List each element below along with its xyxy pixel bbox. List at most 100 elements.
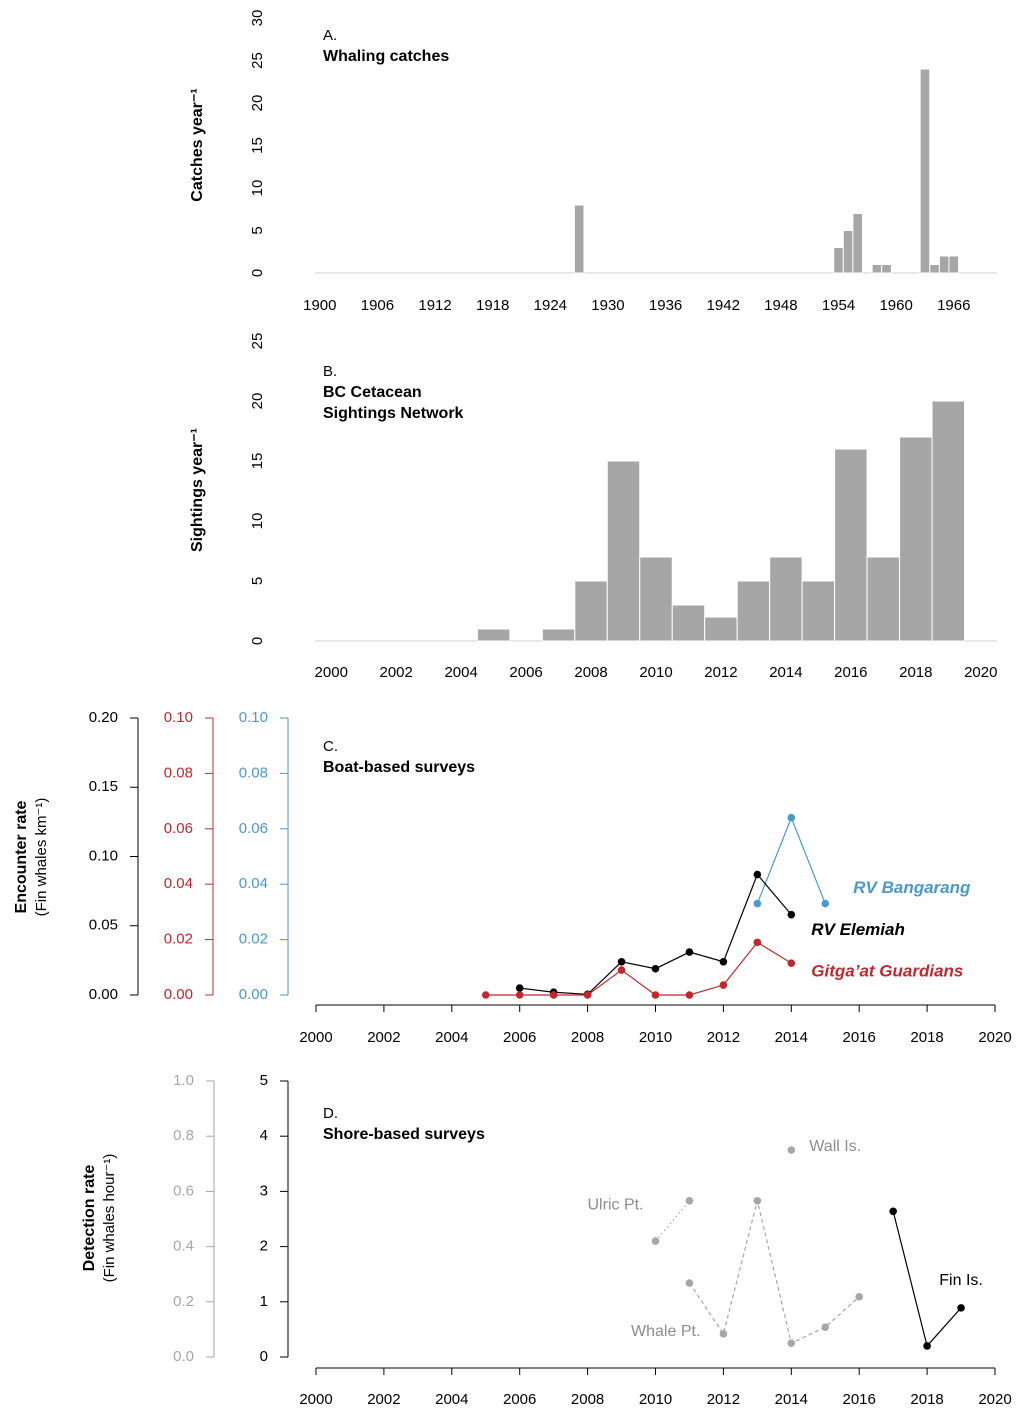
data-point bbox=[753, 1196, 762, 1205]
x-tick-label: 2014 bbox=[769, 664, 802, 681]
y-tick-label: 0 bbox=[249, 269, 266, 277]
y-tick-label: 0.08 bbox=[164, 764, 193, 781]
bar bbox=[842, 230, 854, 274]
x-tick-label: 2014 bbox=[775, 1391, 808, 1408]
y-axis-subtitle: (Fin whales km⁻¹) bbox=[33, 798, 50, 917]
y-tick-label: 0.00 bbox=[164, 986, 193, 1003]
bar bbox=[704, 616, 738, 642]
y-tick-label: 1.0 bbox=[173, 1072, 194, 1089]
data-point bbox=[889, 1207, 897, 1216]
data-point bbox=[821, 1323, 830, 1331]
series-label: Fin Is. bbox=[939, 1272, 983, 1289]
data-point bbox=[753, 938, 762, 947]
x-tick-label: 1912 bbox=[418, 297, 451, 314]
y-tick-label: 5 bbox=[260, 1072, 268, 1089]
y-tick-label: 20 bbox=[249, 393, 266, 410]
bar bbox=[938, 255, 950, 274]
x-tick-label: 2000 bbox=[299, 1029, 332, 1046]
series-label: Gitga’at Guardians bbox=[811, 962, 963, 981]
bar bbox=[639, 556, 673, 642]
bar bbox=[881, 264, 892, 274]
y-tick-label: 1 bbox=[260, 1293, 268, 1310]
y-tick-label: 0.04 bbox=[164, 875, 193, 892]
x-tick-label: 1954 bbox=[822, 297, 855, 314]
y-tick-label: 10 bbox=[249, 513, 266, 530]
y-tick-label: 0 bbox=[249, 637, 266, 645]
x-tick-label: 2008 bbox=[571, 1029, 604, 1046]
y-tick-label: 0.4 bbox=[173, 1238, 194, 1255]
data-point bbox=[481, 991, 490, 999]
y-tick-label: 10 bbox=[249, 180, 266, 197]
data-point bbox=[821, 899, 830, 908]
y-tick-label: 0.06 bbox=[239, 820, 268, 837]
bar bbox=[736, 580, 771, 642]
data-point bbox=[855, 1293, 863, 1301]
data-point bbox=[583, 991, 592, 999]
y-tick-label: 25 bbox=[249, 333, 266, 350]
data-point bbox=[651, 964, 660, 973]
data-point bbox=[957, 1304, 965, 1312]
data-point bbox=[787, 910, 796, 919]
y-tick-label: 0.06 bbox=[164, 820, 193, 837]
data-point bbox=[617, 957, 626, 966]
y-tick-label: 0.2 bbox=[173, 1293, 194, 1310]
x-tick-label: 2006 bbox=[509, 664, 542, 681]
data-point bbox=[515, 984, 524, 992]
x-tick-label: 1918 bbox=[476, 297, 509, 314]
y-tick-label: 20 bbox=[249, 95, 266, 112]
bar bbox=[866, 556, 901, 642]
bar bbox=[541, 628, 576, 642]
bar bbox=[899, 436, 933, 642]
y-axis-subtitle: (Fin whales hour⁻¹) bbox=[101, 1154, 118, 1283]
y-tick-label: 0.8 bbox=[173, 1127, 194, 1144]
bar bbox=[852, 213, 864, 274]
y-tick-label: 0.00 bbox=[239, 986, 268, 1003]
x-tick-label: 2020 bbox=[964, 664, 997, 681]
x-tick-label: 2010 bbox=[639, 664, 672, 681]
data-point bbox=[923, 1342, 931, 1350]
x-tick-label: 2008 bbox=[574, 664, 607, 681]
data-point bbox=[685, 948, 694, 956]
y-tick-label: 0.10 bbox=[89, 847, 118, 864]
x-tick-label: 2008 bbox=[571, 1391, 604, 1408]
data-point bbox=[685, 991, 694, 999]
bar bbox=[769, 556, 803, 642]
y-tick-label: 0.08 bbox=[239, 764, 268, 781]
data-point bbox=[549, 991, 558, 999]
x-tick-label: 2006 bbox=[503, 1391, 536, 1408]
y-tick-label: 0.0 bbox=[173, 1348, 194, 1365]
series-label: Wall Is. bbox=[809, 1138, 861, 1155]
x-tick-label: 2002 bbox=[380, 664, 413, 681]
bar bbox=[476, 628, 511, 642]
panel-label: C. bbox=[323, 738, 338, 755]
y-tick-label: 5 bbox=[249, 577, 266, 585]
x-tick-label: 1948 bbox=[764, 297, 797, 314]
bar bbox=[801, 580, 836, 642]
panel-title: Boat-based surveys bbox=[323, 759, 475, 776]
x-tick-label: 1942 bbox=[707, 297, 740, 314]
panel-title: BC Cetacean bbox=[323, 384, 422, 401]
data-point bbox=[719, 981, 728, 989]
x-tick-label: 2012 bbox=[704, 664, 737, 681]
y-tick-label: 0.20 bbox=[89, 709, 118, 726]
y-tick-label: 25 bbox=[249, 52, 266, 69]
x-tick-label: 2018 bbox=[899, 664, 932, 681]
panel-label: B. bbox=[323, 363, 337, 380]
x-tick-label: 1966 bbox=[937, 297, 970, 314]
x-tick-label: 2010 bbox=[639, 1029, 672, 1046]
data-point bbox=[719, 1330, 728, 1338]
series-line bbox=[688, 1200, 860, 1345]
y-tick-label: 0.00 bbox=[89, 986, 118, 1003]
x-tick-label: 2004 bbox=[444, 664, 477, 681]
x-tick-label: 2014 bbox=[775, 1029, 808, 1046]
x-tick-label: 2016 bbox=[834, 664, 867, 681]
y-tick-label: 3 bbox=[260, 1182, 268, 1199]
series-label: RV Elemiah bbox=[811, 920, 905, 939]
data-point bbox=[651, 1237, 660, 1245]
x-tick-label: 1936 bbox=[649, 297, 682, 314]
x-tick-label: 2018 bbox=[910, 1391, 943, 1408]
x-tick-label: 1900 bbox=[303, 297, 336, 314]
bar bbox=[919, 68, 931, 274]
series-label: Ulric Pt. bbox=[588, 1196, 644, 1213]
y-tick-label: 0.10 bbox=[164, 709, 193, 726]
